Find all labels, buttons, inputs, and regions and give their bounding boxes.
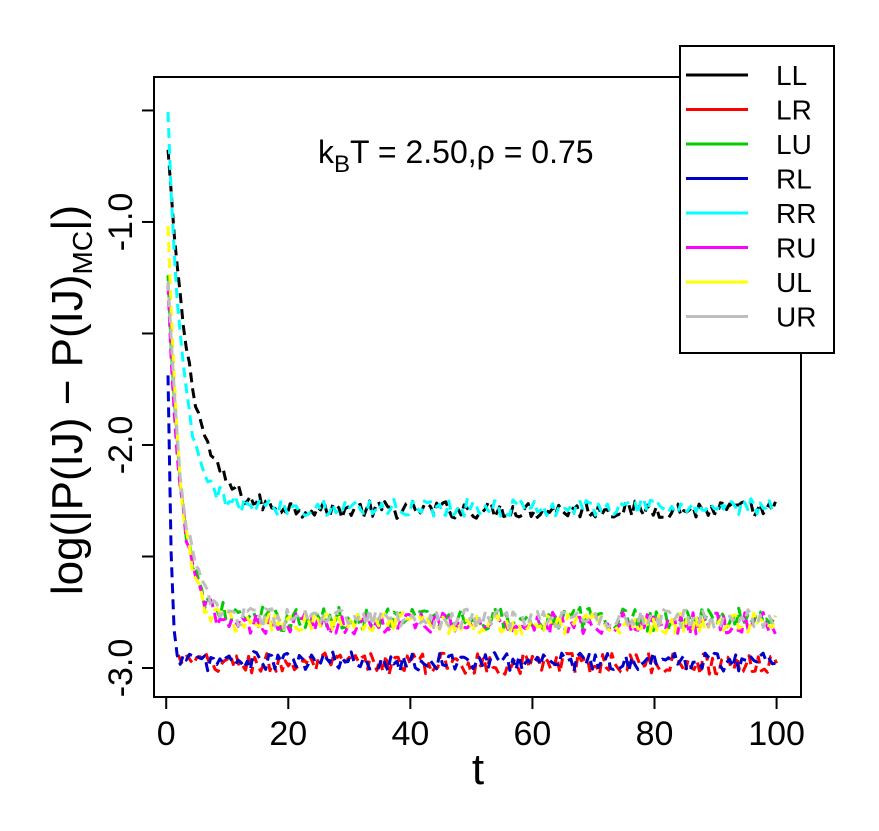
annotation-kb-sub: B (334, 151, 350, 178)
legend-label-ru: RU (776, 233, 816, 264)
annotation-tail: T = 2.50,ρ = 0.75 (350, 134, 594, 170)
x-tick-label: 100 (748, 715, 805, 753)
x-tick-label: 20 (269, 715, 307, 753)
x-tick-label: 60 (514, 715, 552, 753)
chart-annotation: kBT = 2.50,ρ = 0.75 (318, 134, 594, 178)
y-axis-title-sub: MC (67, 231, 98, 275)
y-tick-label: -3.0 (102, 639, 140, 698)
y-axis: -3.0 -2.0 -1.0 (102, 109, 154, 698)
series-line-rr (166, 112, 777, 518)
legend-label-rr: RR (776, 198, 816, 229)
x-tick-label: 40 (391, 715, 429, 753)
legend-label-ul: UL (776, 267, 812, 298)
legend-label-ur: UR (776, 302, 816, 333)
series-line-ur (166, 280, 777, 631)
x-axis-title: t (472, 745, 484, 794)
y-tick-label: -1.0 (102, 193, 140, 252)
legend-label-rl: RL (776, 164, 812, 195)
plot-frame (153, 76, 802, 698)
x-tick-label: 80 (636, 715, 674, 753)
series-line-ul (166, 226, 777, 636)
y-tick-label: -2.0 (102, 416, 140, 475)
series-line-lr (177, 651, 778, 676)
annotation-kb: k (318, 134, 335, 170)
legend-label-lu: LU (776, 129, 812, 160)
series-line-rl (166, 375, 776, 673)
x-axis: 0 20 40 60 80 100 (157, 697, 805, 753)
series-layer (166, 112, 778, 676)
y-axis-title: log(|P(IJ) − P(IJ)MC|) (43, 205, 98, 595)
legend-label-lr: LR (776, 95, 812, 126)
x-tick-label: 0 (157, 715, 176, 753)
y-axis-title-close: |) (43, 205, 92, 231)
legend-box (679, 45, 835, 354)
legend-label-ll: LL (776, 60, 807, 91)
y-axis-title-main: log(|P(IJ) − P(IJ) (43, 274, 92, 595)
